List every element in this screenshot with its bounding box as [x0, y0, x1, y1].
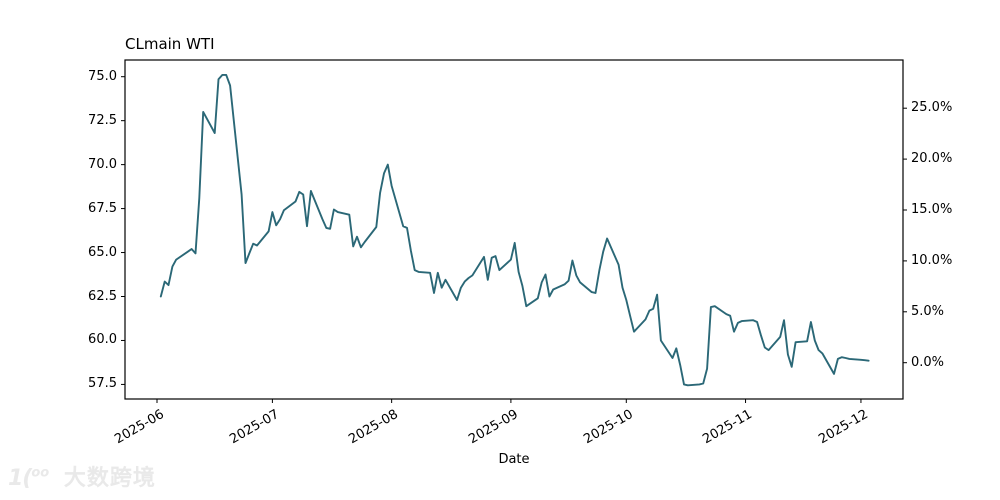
y-right-tick-label: 5.0%	[911, 303, 945, 319]
y-right-tick-label: 10.0%	[911, 252, 953, 268]
x-axis-title: Date	[498, 452, 530, 467]
series-layer	[159, 73, 870, 387]
y-left-tick-label: 67.5	[88, 200, 117, 216]
plot-frame	[124, 59, 904, 400]
y-left-tick-label: 72.5	[88, 112, 117, 128]
price-line	[159, 73, 870, 387]
watermark-logo-icon: 1(oo	[8, 465, 50, 491]
y-right-tick-label: 20.0%	[911, 151, 953, 167]
y-left-tick-label: 75.0	[88, 68, 117, 84]
watermark-text: 大数跨境	[63, 466, 156, 491]
y-left-tick-label: 57.5	[88, 376, 117, 392]
chart-title: CLmain WTI	[125, 35, 215, 53]
y-left-tick-label: 65.0	[88, 244, 117, 260]
watermark: 1(oo 大数跨境	[8, 460, 156, 492]
y-right-tick-label: 25.0%	[911, 100, 953, 116]
y-left-tick-label: 60.0	[88, 332, 117, 348]
y-right-tick-label: 0.0%	[911, 354, 945, 370]
axis-tick-marks	[121, 76, 907, 403]
y-left-tick-label: 62.5	[88, 288, 117, 304]
y-left-tick-label: 70.0	[88, 156, 117, 172]
y-right-tick-label: 15.0%	[911, 202, 953, 217]
